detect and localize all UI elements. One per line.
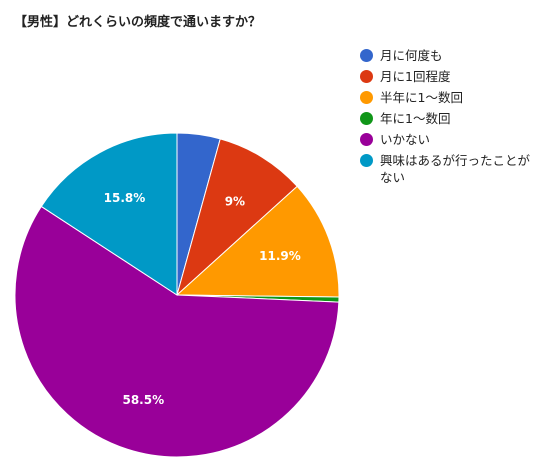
legend-label: いかない	[380, 132, 431, 147]
legend-item-6: 興味はあるが行ったことがない	[360, 152, 538, 186]
legend-label: 月に何度も	[380, 48, 443, 63]
legend-item-5: いかない	[360, 131, 538, 148]
slice-data-label-2: 9%	[225, 194, 245, 208]
legend-marker	[360, 91, 373, 104]
pie-slice-5	[14, 205, 340, 458]
legend-item-1: 月に何度も	[360, 47, 538, 64]
legend-item-3: 半年に1〜数回	[360, 89, 538, 106]
pie-slice-6	[40, 132, 178, 296]
legend-item-4: 年に1〜数回	[360, 110, 538, 127]
legend-label: 年に1〜数回	[380, 111, 451, 126]
pie-slice-3	[175, 185, 340, 298]
legend-label: 半年に1〜数回	[380, 90, 463, 105]
slice-data-label-3: 11.9%	[259, 249, 301, 263]
legend: 月に何度も月に1回程度 半年に1〜数回 年に1〜数回 いかない興味はあるが行ったことが…	[360, 47, 538, 190]
pie-slice-2	[176, 138, 298, 297]
legend-label: 月に1回程度	[380, 69, 451, 84]
legend-label: 興味はあるが行ったことがない	[380, 153, 531, 185]
legend-marker	[360, 70, 373, 83]
chart-title: 【男性】どれくらいの頻度で通いますか？	[14, 15, 262, 30]
slice-data-label-6: 15.8%	[104, 191, 146, 205]
legend-marker	[360, 133, 373, 146]
legend-marker	[360, 49, 373, 62]
legend-marker	[360, 112, 373, 125]
legend-marker	[360, 154, 373, 167]
slice-data-label-5: 58.5%	[122, 393, 164, 407]
legend-item-2: 月に1回程度	[360, 68, 538, 85]
